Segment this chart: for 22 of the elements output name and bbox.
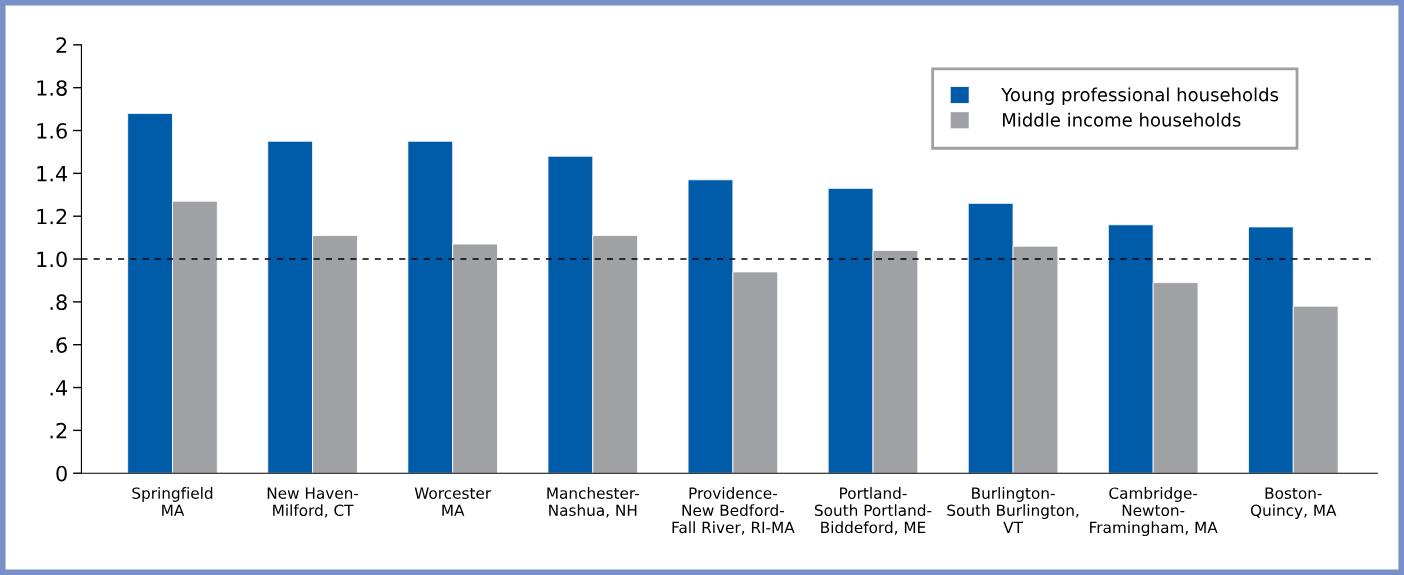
y-tick-label: .8 [50,294,67,311]
y-tick-label: 2 [56,37,67,53]
y-tick-label: 1.8 [37,80,67,96]
x-tick-label: Manchester- Nashua, NH [547,487,639,518]
x-tick-label: Cambridge- Newton- Framingham, MA [1090,487,1218,537]
x-tick-label: New Haven- Milford, CT [267,487,359,518]
y-tick-label: .2 [50,422,67,439]
x-tick-label: Worcester MA [414,487,492,516]
x-tick-label: Portland- South Portland- Biddeford, ME [814,487,932,535]
y-tick-label: .6 [50,337,67,353]
x-tick-label: Providence- New Bedford- Fall River, RI-MA [672,487,795,535]
legend-label: Middle income households [1003,112,1241,127]
x-tick-label: Burlington- South Burlington, VT [947,487,1079,533]
y-tick-label: .4 [50,380,68,396]
y-tick-label: 1.0 [37,251,67,268]
legend-label: Young professional households [1001,87,1279,105]
y-tick-label: 1.2 [37,208,67,225]
x-tick-label: Boston- Quincy, MA [1250,487,1337,520]
x-tick-label: Springfield MA [132,487,213,516]
y-tick-label: 0 [56,465,67,482]
y-tick-label: 1.4 [37,166,68,182]
y-tick-label: 1.6 [37,122,67,139]
